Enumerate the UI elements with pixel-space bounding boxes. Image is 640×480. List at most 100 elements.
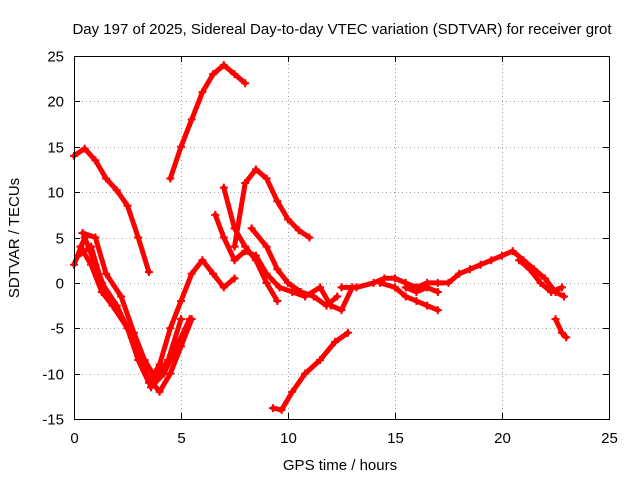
- data-point: [275, 283, 284, 292]
- data-point: [401, 292, 410, 301]
- series-arc-6: [166, 61, 250, 183]
- data-point: [547, 287, 556, 296]
- data-point: [273, 197, 282, 206]
- x-tick-label: 25: [601, 430, 618, 447]
- series-line: [167, 62, 248, 181]
- data-point: [241, 179, 250, 188]
- data-point: [536, 278, 545, 287]
- data-point: [209, 70, 218, 79]
- data-point: [247, 224, 256, 233]
- y-tick-label: 25: [47, 49, 64, 66]
- data-point: [262, 242, 271, 251]
- axis-ticks: 0 5 10 15 20 25 -15 -10 -5 0 5 10 15 20 25: [42, 49, 618, 448]
- x-tick-label: 15: [387, 430, 404, 447]
- data-point: [540, 274, 549, 283]
- data-point: [219, 183, 228, 192]
- data-point: [155, 387, 164, 396]
- data-point: [102, 269, 111, 278]
- data-point: [316, 283, 325, 292]
- series-arc-11: [269, 328, 352, 414]
- series-arc-9: [230, 165, 314, 251]
- y-tick-label: -5: [51, 321, 64, 338]
- data-point: [391, 283, 399, 292]
- data-point: [412, 287, 421, 296]
- data-point: [309, 292, 318, 301]
- data-point: [352, 283, 361, 292]
- data-point: [560, 292, 569, 301]
- data-point: [76, 242, 85, 251]
- data-point: [211, 210, 220, 219]
- data-point: [288, 387, 297, 396]
- data-point: [219, 283, 228, 292]
- data-point: [333, 292, 342, 301]
- data-point: [455, 269, 464, 278]
- data-point: [487, 256, 496, 265]
- data-point: [112, 186, 121, 195]
- data-point: [230, 70, 239, 79]
- y-tick-label: 20: [47, 94, 64, 111]
- data-point: [87, 242, 96, 251]
- data-point: [241, 247, 250, 256]
- grid: [74, 56, 609, 419]
- data-point: [91, 156, 100, 165]
- data-point: [117, 292, 126, 301]
- x-tick-label: 5: [177, 430, 185, 447]
- data-point: [557, 328, 566, 337]
- data-point: [562, 333, 571, 342]
- data-point: [151, 374, 160, 383]
- series-arc-1: [70, 144, 153, 276]
- data-point: [296, 287, 305, 296]
- series-arc-10: [247, 224, 342, 310]
- y-tick-label: 0: [56, 276, 64, 293]
- data-point: [166, 324, 175, 333]
- data-point: [322, 301, 331, 310]
- data-point: [97, 278, 106, 287]
- data-point: [164, 356, 173, 365]
- data-point: [74, 251, 83, 260]
- data-point: [97, 287, 106, 296]
- data-point: [423, 301, 432, 310]
- data-point: [91, 233, 100, 242]
- data-point: [144, 267, 153, 276]
- data-point: [262, 278, 271, 287]
- data-point: [187, 115, 196, 124]
- data-point: [80, 144, 89, 153]
- data-point: [112, 301, 121, 310]
- data-point: [337, 306, 346, 315]
- data-point: [288, 287, 297, 296]
- y-tick-label: -10: [42, 367, 64, 384]
- data-point: [78, 228, 87, 237]
- series-arc-5: [78, 228, 185, 383]
- data-point: [401, 283, 410, 292]
- data-point: [444, 278, 453, 287]
- data-point: [284, 215, 292, 224]
- series-line: [270, 330, 351, 413]
- series-line: [71, 235, 237, 386]
- data-point: [423, 283, 432, 292]
- data-point: [391, 274, 399, 283]
- data-point: [134, 233, 143, 242]
- data-point: [525, 265, 534, 274]
- series-line: [403, 284, 441, 295]
- data-point: [305, 233, 314, 242]
- data-point: [380, 274, 389, 283]
- data-point: [343, 328, 352, 337]
- series-line: [80, 230, 184, 381]
- data-point: [166, 174, 175, 183]
- data-point: [230, 274, 239, 283]
- data-point: [198, 88, 207, 97]
- data-point: [557, 283, 566, 292]
- data-point: [230, 242, 239, 251]
- data-point: [87, 260, 96, 269]
- data-point: [273, 265, 282, 274]
- data-point: [269, 404, 278, 413]
- data-point: [433, 278, 442, 287]
- series-arc-14: [401, 283, 442, 296]
- data-point: [294, 226, 303, 235]
- data-point: [219, 233, 228, 242]
- data-point: [331, 337, 340, 346]
- data-point: [508, 247, 517, 256]
- data-point: [123, 201, 132, 210]
- data-point: [102, 174, 111, 183]
